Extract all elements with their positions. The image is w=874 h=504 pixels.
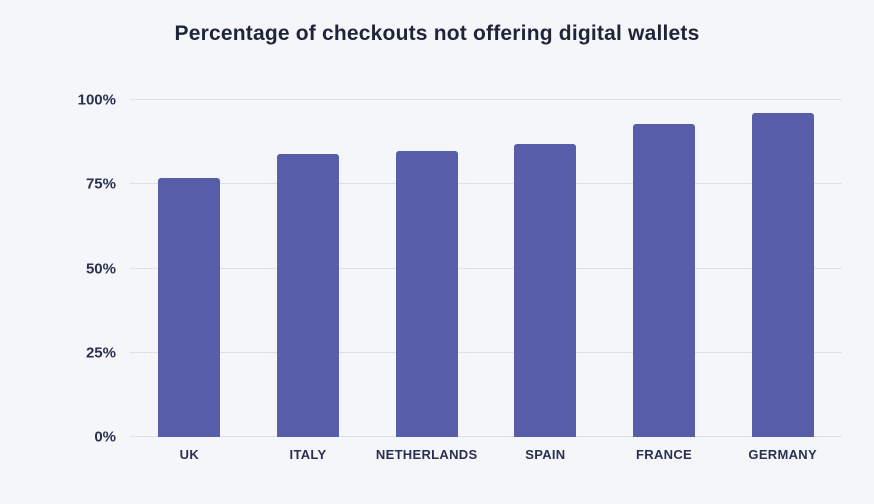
y-tick-label: 75% <box>85 175 116 193</box>
chart-title: Percentage of checkouts not offering dig… <box>174 22 700 45</box>
x-tick-label: GERMANY <box>748 447 817 462</box>
bars-row <box>130 100 842 437</box>
gridline <box>130 183 842 185</box>
gridline <box>130 351 842 353</box>
bar-italy <box>277 153 339 437</box>
gridline <box>130 267 842 269</box>
bar-slot <box>723 100 842 437</box>
x-tick-label: ITALY <box>289 447 327 462</box>
bar-slot <box>605 100 724 437</box>
y-tick-label: 0% <box>94 428 116 446</box>
y-tick-label: 25% <box>85 344 116 362</box>
bar-slot <box>486 100 605 437</box>
plot-area <box>130 99 842 437</box>
x-tick-label: NETHERLANDS <box>375 447 478 462</box>
y-tick-label: 100% <box>77 91 116 109</box>
bar-slot <box>367 100 486 437</box>
bar-spain <box>514 143 577 437</box>
x-tick-label: FRANCE <box>636 447 692 462</box>
x-tick-label: SPAIN <box>525 447 566 462</box>
x-axis: UK ITALY NETHERLANDS SPAIN FRANCE GERMANY <box>130 447 842 462</box>
bar-slot <box>249 100 368 437</box>
bar-slot <box>130 100 249 437</box>
y-tick-label: 50% <box>85 260 116 277</box>
x-tick-label: UK <box>179 447 200 462</box>
gridline <box>130 436 842 437</box>
bar-france <box>633 123 696 437</box>
bar-uk <box>158 177 221 437</box>
bar-germany <box>751 113 814 437</box>
bar-netherlands <box>395 150 458 437</box>
y-axis: 0% 25% 50% 75% 100% <box>0 93 116 445</box>
gridline <box>130 99 842 100</box>
